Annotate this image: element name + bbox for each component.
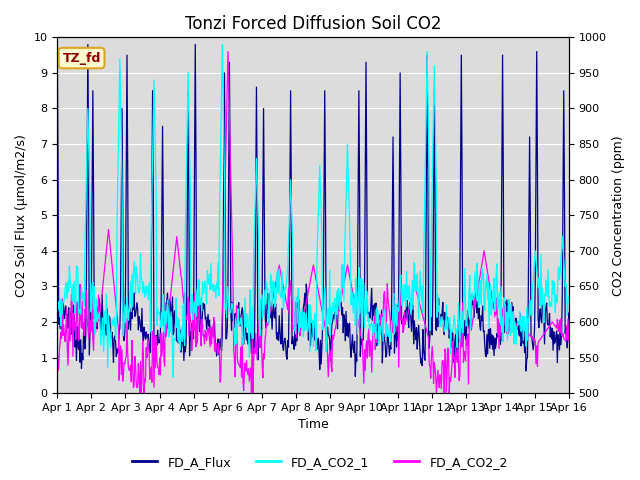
Y-axis label: CO2 Soil Flux (μmol/m2/s): CO2 Soil Flux (μmol/m2/s) (15, 134, 28, 297)
Y-axis label: CO2 Concentration (ppm): CO2 Concentration (ppm) (612, 135, 625, 296)
X-axis label: Time: Time (298, 419, 328, 432)
Title: Tonzi Forced Diffusion Soil CO2: Tonzi Forced Diffusion Soil CO2 (185, 15, 441, 33)
Legend: FD_A_Flux, FD_A_CO2_1, FD_A_CO2_2: FD_A_Flux, FD_A_CO2_1, FD_A_CO2_2 (127, 451, 513, 474)
Text: TZ_fd: TZ_fd (62, 51, 100, 65)
